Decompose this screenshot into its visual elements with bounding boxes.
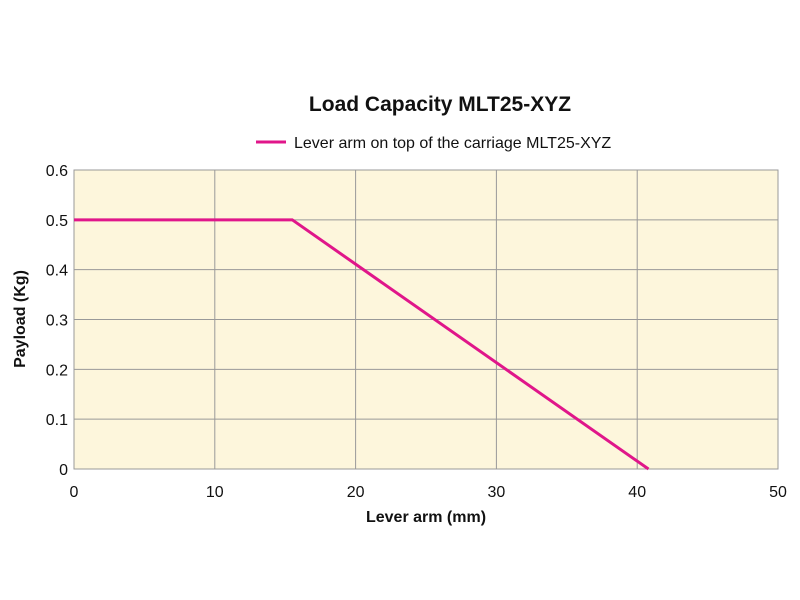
chart-title: Load Capacity MLT25-XYZ <box>309 93 571 116</box>
y-tick-label: 0.6 <box>46 163 68 180</box>
series-line <box>74 218 650 471</box>
y-tick-label: 0.2 <box>46 362 68 379</box>
x-tick-label: 20 <box>347 484 365 501</box>
y-axis-label: Payload (Kg) <box>12 270 29 368</box>
x-axis-label: Lever arm (mm) <box>366 509 486 526</box>
y-tick-label: 0.4 <box>46 263 68 280</box>
legend-label: Lever arm on top of the carriage MLT25-X… <box>294 135 611 152</box>
y-tick-label: 0.3 <box>46 313 68 330</box>
y-tick-label: 0.1 <box>46 412 68 429</box>
x-tick-label: 10 <box>206 484 224 501</box>
x-tick-label: 50 <box>769 484 787 501</box>
x-tick-label: 0 <box>70 484 79 501</box>
y-tick-label: 0 <box>59 462 68 479</box>
y-tick-label: 0.5 <box>46 213 68 230</box>
x-tick-label: 40 <box>628 484 646 501</box>
x-tick-label: 30 <box>488 484 506 501</box>
